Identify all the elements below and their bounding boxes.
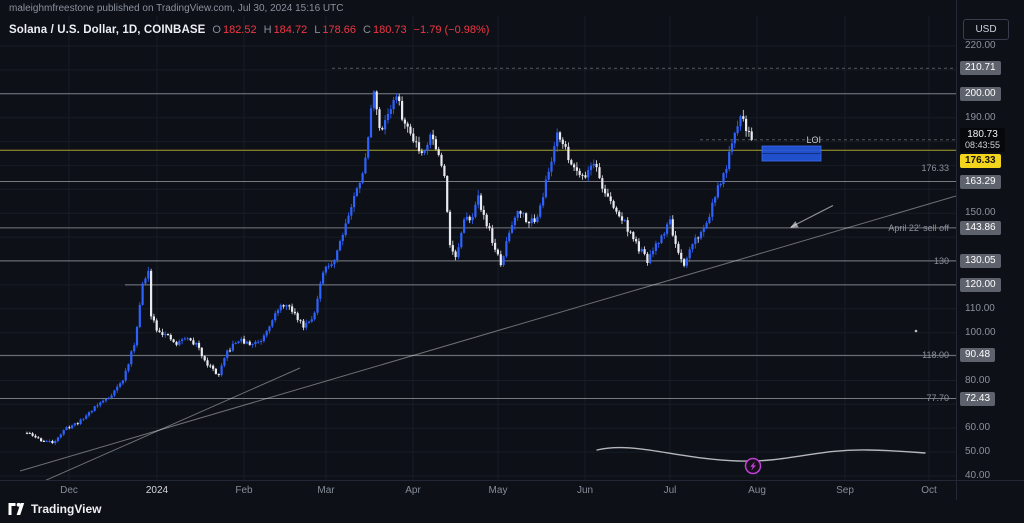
- currency-toggle-button[interactable]: USD: [963, 19, 1009, 40]
- close-value: 180.73: [372, 24, 407, 36]
- open-label: O: [212, 24, 221, 36]
- time-label: Jun: [576, 485, 594, 496]
- price-axis[interactable]: USD 220.00 190.00 150.00 110.00 100.00 80.00 6…: [956, 0, 1024, 500]
- drawing-label[interactable]: LOI: [806, 135, 821, 145]
- drawing-label[interactable]: April 22' sell off: [888, 223, 949, 233]
- time-label: Apr: [405, 485, 421, 496]
- price-badge: 163.29: [960, 174, 1001, 189]
- tradingview-logo-icon: [8, 502, 25, 515]
- time-label: Mar: [317, 485, 335, 496]
- price-tick: 150.00: [965, 207, 996, 219]
- drawings-layer: LOI April 22' sell off 176.33 130 118.00 77.7…: [806, 135, 949, 403]
- time-label: Oct: [921, 485, 937, 496]
- time-label: Aug: [748, 485, 766, 496]
- time-label: Dec: [60, 485, 78, 496]
- price-tick: 50.00: [965, 446, 991, 458]
- drawing-label[interactable]: 130: [933, 256, 949, 266]
- price-tick: 80.00: [965, 374, 991, 386]
- price-tick: 60.00: [965, 422, 991, 434]
- price-badge: 176.33: [960, 154, 1001, 169]
- price-badge: 120.00: [960, 277, 1001, 292]
- drawing-label[interactable]: 176.33: [921, 163, 949, 173]
- publish-banner: maleighmfreestone published on TradingVi…: [9, 3, 344, 14]
- price-tick: 40.00: [965, 470, 991, 481]
- time-label: Jul: [663, 485, 677, 496]
- brand-name: TradingView: [31, 502, 102, 516]
- price-badge: 210.71: [960, 61, 1001, 76]
- high-label: H: [263, 24, 272, 36]
- price-badge: 143.86: [960, 220, 1001, 235]
- time-label: Feb: [235, 485, 253, 496]
- chart-canvas[interactable]: [0, 0, 956, 523]
- last-price-countdown-badge: 180.73 08:43:55: [960, 127, 1006, 152]
- price-tick: 190.00: [965, 111, 996, 123]
- time-label: 2024: [145, 485, 169, 496]
- price-tick: 220.00: [965, 40, 996, 51]
- drawing-label[interactable]: 118.00: [922, 350, 949, 360]
- tradingview-attribution[interactable]: TradingView: [8, 502, 101, 516]
- open-value: 182.52: [222, 24, 257, 36]
- symbol-title[interactable]: Solana / U.S. Dollar, 1D, COINBASE: [9, 24, 206, 36]
- time-axis[interactable]: Dec 2024 Feb Mar Apr May Jun Jul Aug Sep Oct: [0, 480, 1024, 501]
- symbol-header: Solana / U.S. Dollar, 1D, COINBASE O 182.5…: [9, 24, 489, 36]
- low-label: L: [314, 24, 321, 36]
- time-label: May: [488, 485, 508, 496]
- price-tick: 100.00: [965, 326, 996, 338]
- price-badge: 72.43: [960, 391, 996, 406]
- drawing-label[interactable]: 77.70: [926, 393, 949, 403]
- change-value: −1.79 (−0.98%): [413, 24, 490, 36]
- price-badge: 90.48: [960, 348, 996, 363]
- price-badge: 200.00: [960, 86, 1001, 101]
- high-value: 184.72: [273, 24, 308, 36]
- price-badge: 130.05: [960, 253, 1001, 268]
- low-value: 178.66: [322, 24, 356, 36]
- price-tick: 110.00: [965, 302, 995, 314]
- close-label: C: [363, 24, 371, 36]
- time-label: Sep: [836, 485, 854, 496]
